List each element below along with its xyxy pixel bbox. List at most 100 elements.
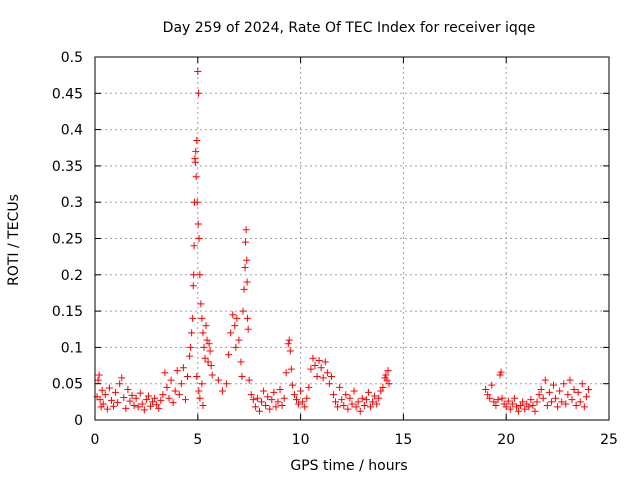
data-point (201, 354, 209, 362)
data-point (235, 336, 243, 344)
y-tick-label: 0.25 (52, 232, 83, 248)
data-point (515, 407, 523, 415)
data-point (247, 391, 255, 399)
data-point (232, 343, 240, 351)
data-point (225, 351, 233, 359)
data-point (98, 386, 106, 394)
data-point (101, 391, 109, 399)
data-point (244, 325, 252, 333)
data-point (196, 271, 204, 279)
data-point (539, 394, 547, 402)
data-point (229, 311, 237, 319)
data-point (243, 256, 251, 264)
data-point (223, 380, 231, 388)
data-point (482, 386, 490, 394)
data-point (116, 380, 124, 388)
data-point (278, 401, 286, 409)
data-point (122, 404, 130, 412)
data-point (554, 403, 562, 411)
data-point (313, 372, 321, 380)
data-point (535, 391, 543, 399)
data-point (194, 220, 202, 228)
data-point (96, 396, 104, 404)
data-point (105, 384, 113, 392)
data-point (193, 372, 201, 380)
data-point (321, 358, 329, 366)
data-point (379, 383, 387, 391)
data-point (207, 362, 215, 370)
x-tick-label: 5 (193, 432, 202, 448)
data-point (576, 398, 584, 406)
data-point (218, 387, 226, 395)
data-point (506, 405, 514, 413)
data-point (371, 392, 379, 400)
data-point (276, 386, 284, 394)
y-tick-labels: 0 0.05 0.1 0.15 0.2 0.25 0.3 0.35 0.4 0.45 0.5 (52, 50, 83, 429)
data-point (194, 68, 202, 76)
data-point (512, 403, 520, 411)
data-point (245, 376, 253, 384)
data-point (564, 391, 572, 399)
data-point (373, 400, 381, 408)
data-point (193, 136, 201, 144)
data-point (198, 314, 206, 322)
data-point (317, 364, 325, 372)
data-point (110, 402, 118, 410)
data-point (350, 387, 358, 395)
data-point (280, 394, 288, 402)
data-point (307, 365, 315, 373)
y-tick-label: 0.45 (52, 86, 83, 102)
data-point (175, 391, 183, 399)
data-point (157, 396, 165, 404)
data-point (369, 398, 377, 406)
x-tick-label: 0 (91, 432, 100, 448)
data-point (537, 386, 545, 394)
data-point (153, 401, 161, 409)
axis-ticks (94, 56, 610, 421)
data-point (549, 381, 557, 389)
y-tick-label: 0.35 (52, 159, 83, 175)
data-point (303, 394, 311, 402)
data-point (346, 394, 354, 402)
data-point (325, 380, 333, 388)
data-point (334, 403, 342, 411)
data-point (204, 358, 212, 366)
data-point (233, 314, 241, 322)
data-point (344, 405, 352, 413)
data-point (206, 347, 214, 355)
data-point (242, 226, 250, 234)
data-point (510, 394, 518, 402)
data-point (284, 340, 292, 348)
data-point (288, 381, 296, 389)
y-tick-label: 0.3 (61, 195, 83, 211)
data-point (270, 388, 278, 396)
data-point (107, 396, 115, 404)
data-point (173, 367, 181, 375)
data-point (200, 343, 208, 351)
data-point (556, 387, 564, 395)
data-point (147, 402, 155, 410)
data-point (541, 376, 549, 384)
data-point (332, 398, 340, 406)
data-point (327, 372, 335, 380)
data-point (342, 391, 350, 399)
x-axis-label: GPS time / hours (290, 458, 407, 474)
data-point (358, 394, 366, 402)
data-point (382, 371, 390, 379)
y-axis-label: ROTI / TECUs (6, 194, 22, 286)
data-point (126, 397, 134, 405)
data-point (253, 394, 261, 402)
data-point (309, 354, 317, 362)
data-point (198, 380, 206, 388)
data-point (299, 398, 307, 406)
data-point (132, 394, 140, 402)
data-point (184, 372, 192, 380)
data-point (94, 376, 102, 384)
data-point (136, 389, 144, 397)
data-point (329, 391, 337, 399)
data-point (192, 173, 200, 181)
data-point (155, 404, 163, 412)
data-point (144, 392, 152, 400)
y-tick-label: 0.1 (61, 340, 83, 356)
